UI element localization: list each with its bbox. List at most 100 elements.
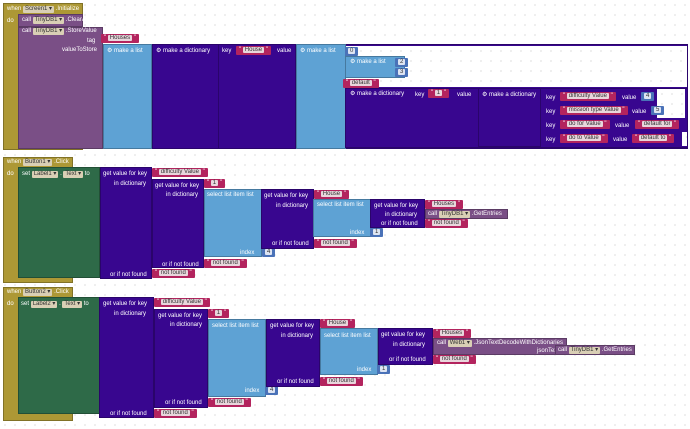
block-text[interactable]: mission type Value — [566, 107, 621, 113]
component-dropdown[interactable]: Screen1 ▾ — [23, 6, 55, 13]
block-text[interactable]: Houses — [439, 330, 465, 336]
select-list-item-block[interactable] — [204, 189, 262, 257]
block-text[interactable]: difficulty Value — [158, 169, 201, 175]
set-label1-block[interactable] — [18, 167, 100, 278]
string[interactable]: " not found " — [208, 398, 251, 407]
block-text[interactable]: Houses — [431, 201, 457, 207]
block-text[interactable]: 1 — [214, 310, 223, 316]
number-2[interactable]: 2 — [395, 58, 409, 67]
block-text[interactable]: do for Value — [566, 121, 603, 127]
string[interactable]: " Houses " — [425, 200, 463, 209]
block-text[interactable]: key — [546, 123, 556, 129]
block-text[interactable]: Houses — [107, 35, 133, 41]
block-text[interactable]: not found — [326, 378, 356, 384]
select-list-item-block[interactable] — [313, 199, 371, 237]
get-value-block[interactable] — [100, 167, 152, 279]
string[interactable]: " House " — [320, 319, 355, 328]
block-text[interactable]: not found — [439, 356, 469, 362]
string[interactable]: " 1 " — [204, 179, 225, 188]
block-text[interactable]: not found — [160, 410, 190, 416]
get-value-block[interactable] — [370, 199, 425, 228]
get-value-block[interactable] — [266, 319, 320, 387]
block-text[interactable]: not found — [214, 399, 244, 405]
block-text[interactable]: key — [546, 137, 556, 143]
block-text[interactable]: " default to " — [632, 134, 675, 143]
string[interactable]: " not found " — [154, 409, 197, 418]
make-list-block[interactable] — [103, 44, 152, 149]
block-text[interactable]: House — [326, 320, 349, 326]
string[interactable]: " Houses " — [433, 329, 471, 338]
block-text[interactable]: value — [622, 95, 637, 101]
block-text[interactable]: " do to Value " — [560, 134, 608, 143]
block-text[interactable]: 4 — [641, 92, 655, 101]
block-text[interactable]: not found — [158, 270, 188, 276]
string[interactable]: " not found " — [320, 377, 363, 386]
string[interactable]: " 1 " — [208, 309, 229, 318]
block-text[interactable]: key — [546, 95, 556, 101]
storevalue-block[interactable] — [18, 27, 103, 149]
block-text[interactable]: " mission type Value " — [560, 106, 628, 115]
select-list-item-block[interactable] — [320, 328, 378, 375]
get-value-block[interactable] — [152, 179, 204, 268]
block-text[interactable]: 4 — [268, 387, 276, 393]
block-text[interactable]: key — [546, 109, 556, 115]
number[interactable]: 1 — [370, 228, 384, 237]
string[interactable]: " difficulty Value " — [152, 168, 208, 177]
block-text[interactable]: not found — [320, 240, 350, 246]
block-text[interactable]: House — [320, 191, 343, 197]
block-text[interactable]: difficulty Value — [160, 299, 203, 305]
number-3[interactable]: 3 — [395, 68, 409, 77]
get-value-block[interactable] — [154, 309, 208, 408]
block-text[interactable]: " do for Value " — [560, 120, 610, 129]
select-list-item-block[interactable] — [208, 319, 266, 397]
block-text[interactable]: 4 — [644, 93, 652, 99]
block-text[interactable]: 5 — [651, 106, 665, 115]
get-value-block[interactable] — [261, 189, 314, 249]
block-text[interactable]: default for — [641, 121, 673, 127]
component-dropdown: Web1 ▾ — [447, 340, 472, 347]
block-text[interactable]: 1 — [373, 229, 381, 235]
block-text[interactable]: 1 — [434, 90, 443, 96]
block-text[interactable]: 0 — [348, 48, 356, 54]
number[interactable]: 4 — [265, 386, 279, 395]
block-text[interactable]: difficulty Value — [566, 93, 609, 99]
block-text[interactable]: House — [242, 47, 265, 53]
block-text[interactable]: " default for " — [635, 120, 680, 129]
block-text[interactable]: 1 — [380, 366, 388, 372]
tag-label: tag — [87, 38, 96, 44]
block-text[interactable]: 2 — [398, 59, 406, 65]
string[interactable]: " not found " — [152, 269, 195, 278]
get-value-block[interactable] — [99, 297, 154, 418]
string[interactable]: " not found " — [433, 355, 476, 364]
inner-dict-block[interactable] — [478, 88, 541, 147]
key-1-string[interactable]: " 1 " — [428, 89, 449, 98]
string[interactable]: " difficulty Value " — [154, 298, 210, 307]
block-text[interactable]: value — [615, 123, 630, 129]
block-text[interactable]: default to — [638, 135, 668, 141]
block-text[interactable]: not found — [431, 220, 461, 226]
make-list-block[interactable] — [296, 44, 346, 149]
get-value-block[interactable] — [378, 328, 433, 365]
string[interactable]: " not found " — [204, 259, 247, 268]
block-text[interactable]: value — [632, 109, 647, 115]
key-string[interactable]: " House " — [236, 46, 271, 55]
number[interactable]: 1 — [377, 365, 391, 374]
block-text[interactable]: value — [613, 137, 628, 143]
string[interactable]: " not found " — [425, 219, 468, 228]
block-text[interactable]: " difficulty Value " — [560, 92, 616, 101]
tag-string[interactable]: " Houses " — [101, 34, 139, 43]
string[interactable]: " House " — [314, 190, 349, 199]
set-label2-block[interactable] — [18, 297, 100, 414]
block-text[interactable]: 1 — [210, 180, 219, 186]
block-text[interactable]: default — [349, 80, 372, 86]
block-text[interactable]: not found — [210, 260, 240, 266]
string[interactable]: " not found " — [314, 239, 357, 248]
default-string[interactable]: " default " — [343, 79, 379, 88]
number[interactable]: 4 — [262, 248, 276, 257]
block-text[interactable]: 4 — [265, 249, 273, 255]
inner-make-list[interactable] — [345, 56, 405, 78]
block-text[interactable]: 3 — [398, 69, 406, 75]
block-text[interactable]: 5 — [654, 107, 662, 113]
block-text[interactable]: do to Value — [566, 135, 601, 141]
number-0[interactable]: 0 — [345, 47, 359, 56]
